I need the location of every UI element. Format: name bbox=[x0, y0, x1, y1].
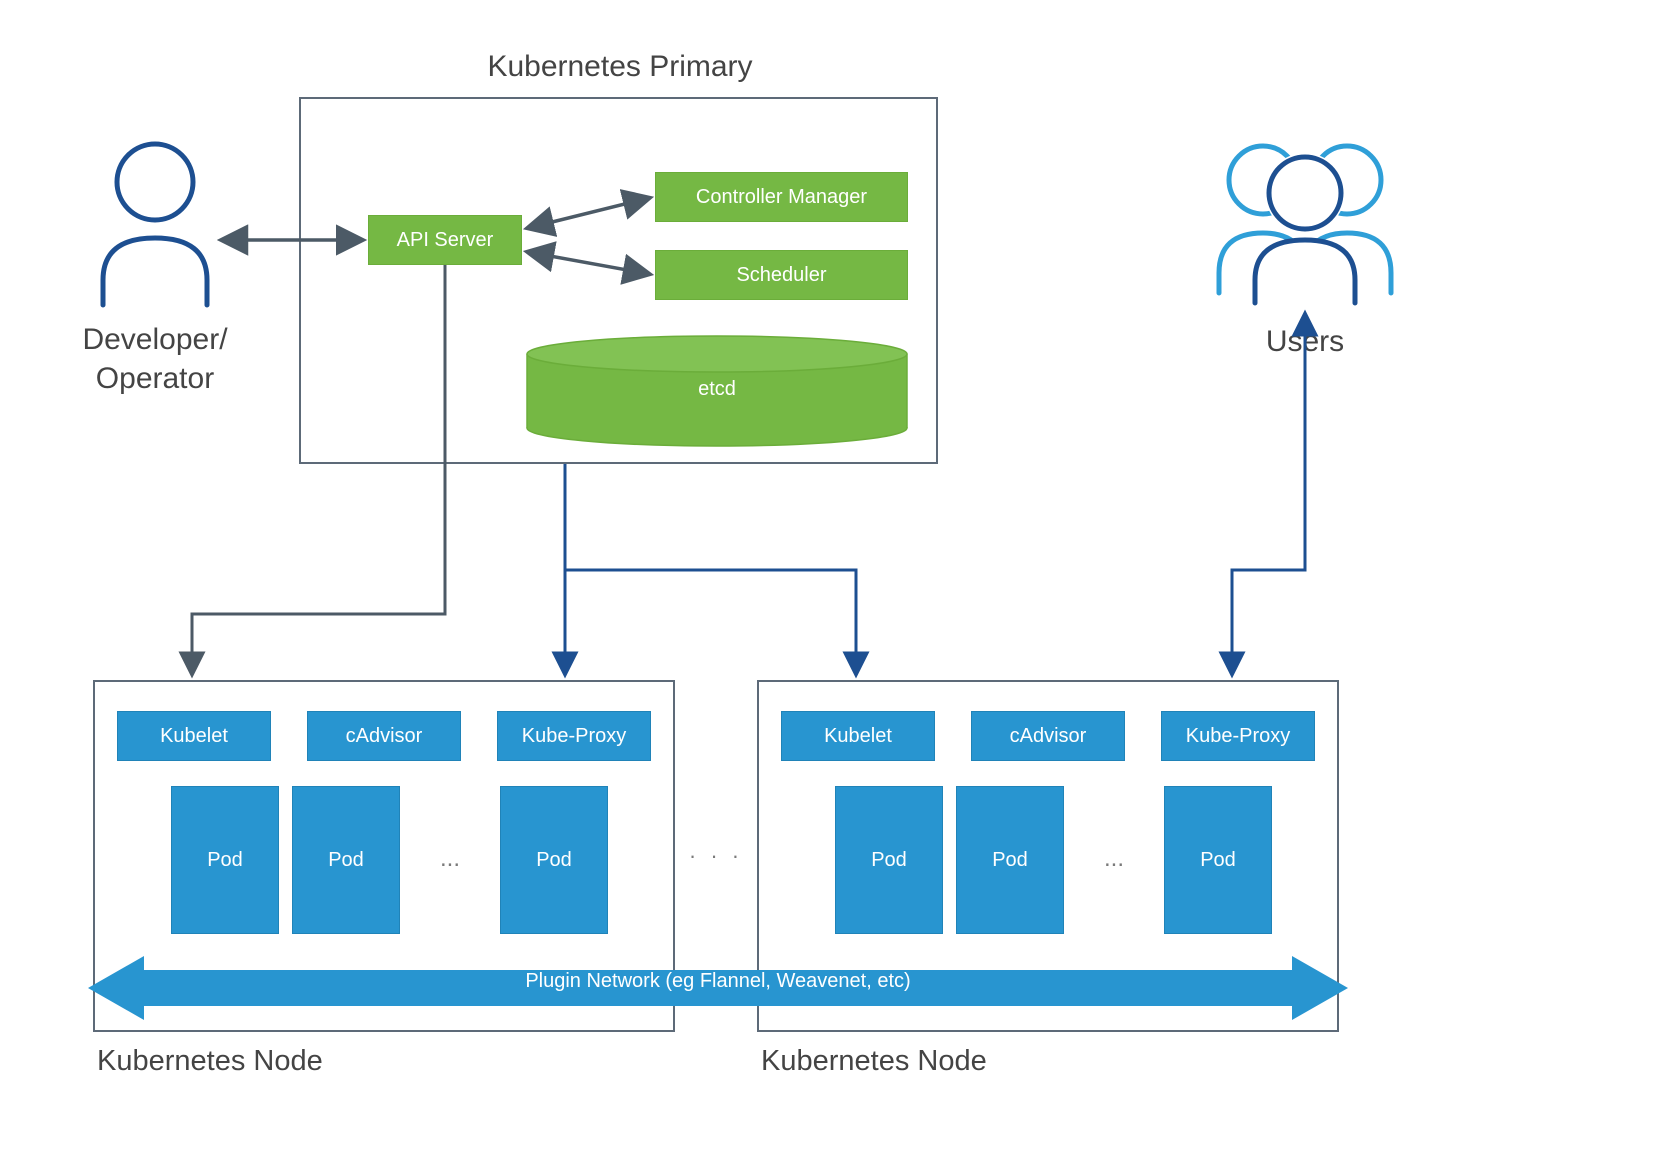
scheduler-box: Scheduler bbox=[655, 250, 908, 300]
node-left-title: Kubernetes Node bbox=[93, 1045, 497, 1078]
kubelet-left: Kubelet bbox=[117, 711, 271, 761]
pod-left-3: Pod bbox=[500, 786, 608, 934]
developer-label-line2: Operator bbox=[96, 362, 214, 395]
developer-label: Developer/ Operator bbox=[40, 320, 270, 398]
pods-ellipsis-right: ... bbox=[1084, 845, 1144, 873]
controller-manager-box: Controller Manager bbox=[655, 172, 908, 222]
pod-left-1: Pod bbox=[171, 786, 279, 934]
cadvisor-right: cAdvisor bbox=[971, 711, 1125, 761]
nodes-ellipsis: · · · bbox=[686, 843, 746, 869]
primary-title: Kubernetes Primary bbox=[300, 50, 940, 84]
kubelet-right: Kubelet bbox=[781, 711, 935, 761]
arrow-users-to-rightproxy bbox=[1232, 314, 1305, 674]
pod-right-3: Pod bbox=[1164, 786, 1272, 934]
users-label: Users bbox=[1205, 325, 1405, 359]
developer-icon bbox=[95, 140, 215, 310]
kubeproxy-left: Kube-Proxy bbox=[497, 711, 651, 761]
users-icon bbox=[1205, 125, 1405, 315]
pods-ellipsis-left: ... bbox=[420, 845, 480, 873]
developer-label-line1: Developer/ bbox=[82, 323, 227, 356]
cadvisor-left: cAdvisor bbox=[307, 711, 461, 761]
network-bar-label: Plugin Network (eg Flannel, Weavenet, et… bbox=[88, 970, 1348, 993]
api-server-box: API Server bbox=[368, 215, 522, 265]
arrow-primary-to-rightkubelet bbox=[565, 570, 856, 674]
pod-right-1: Pod bbox=[835, 786, 943, 934]
kubeproxy-right: Kube-Proxy bbox=[1161, 711, 1315, 761]
node-right-title: Kubernetes Node bbox=[757, 1045, 1161, 1078]
etcd-label: etcd bbox=[525, 378, 909, 401]
pod-left-2: Pod bbox=[292, 786, 400, 934]
pod-right-2: Pod bbox=[956, 786, 1064, 934]
